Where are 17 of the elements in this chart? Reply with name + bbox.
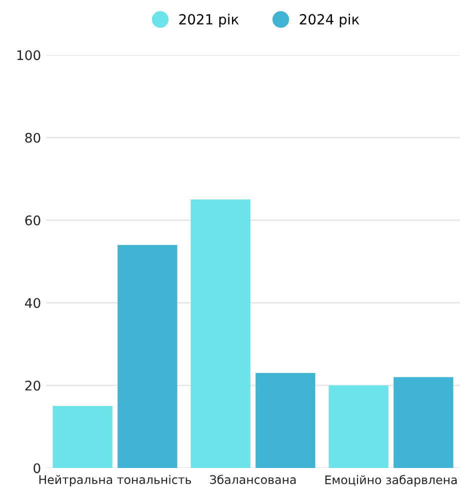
- bar: [394, 377, 454, 468]
- y-tick-label: 40: [24, 298, 40, 308]
- x-tick-label: Збалансована: [210, 474, 296, 484]
- bar: [256, 373, 316, 468]
- y-tick-label: 0: [34, 463, 40, 474]
- bar: [190, 200, 250, 468]
- y-tick-label: 60: [25, 215, 40, 226]
- legend-label: 2021 рік: [179, 14, 239, 28]
- y-tick-label: 80: [25, 132, 40, 143]
- bar: [52, 406, 112, 468]
- x-tick-label: Нейтральна тональність: [39, 474, 192, 486]
- legend-label: 2024 рік: [300, 14, 360, 28]
- bar: [328, 385, 388, 468]
- x-tick-label: Емоційно забарвлена: [325, 474, 457, 487]
- y-tick-label: 20: [25, 380, 40, 391]
- y-tick-label: 100: [17, 50, 40, 60]
- bar: [118, 244, 178, 468]
